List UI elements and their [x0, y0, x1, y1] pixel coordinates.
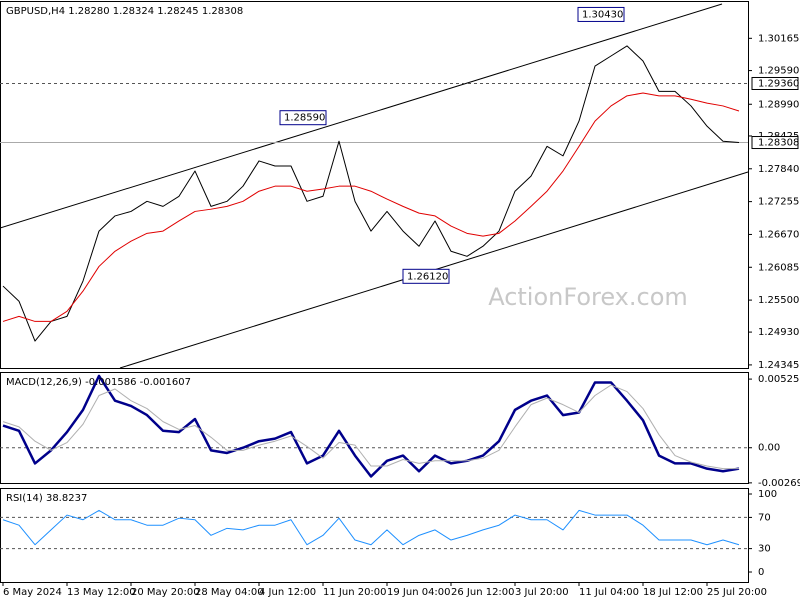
series-line: [2, 374, 740, 478]
y-tick-label: 1.24345: [758, 360, 799, 371]
x-tick-label: 18 Jul 12:00: [643, 587, 703, 598]
annotation: 1.26120: [407, 271, 448, 282]
x-tick-label: 4 Jun 12:00: [259, 587, 316, 598]
panel-frame: [0, 1, 749, 369]
level-label-box: [751, 76, 799, 90]
x-tick-label: 20 May 20:00: [131, 587, 200, 598]
y-tick-label: 1.25500: [758, 295, 799, 306]
x-tick-label: 13 May 12:00: [67, 587, 136, 598]
annotation-box: [279, 110, 327, 126]
panel-frame: [0, 372, 749, 484]
y-tick-label: 1.28990: [758, 99, 799, 110]
panel-title: MACD(12,26,9) -0.001586 -0.001607: [6, 377, 191, 388]
panel-title: RSI(14) 38.8237: [6, 493, 87, 504]
y-tick-label: 1.26670: [758, 229, 799, 240]
y-tick-label: -0.00269: [758, 478, 800, 489]
level-label: 1.29360: [758, 78, 799, 89]
y-tick-label: 30: [758, 544, 771, 555]
y-tick-label: 1.24930: [758, 327, 799, 338]
x-tick-label: 28 May 04:00: [195, 587, 264, 598]
x-tick-label: 3 Jul 20:00: [515, 587, 569, 598]
y-tick-label: 1.29590: [758, 66, 799, 77]
y-tick-label: 1.27840: [758, 164, 799, 175]
level-label: 1.28308: [758, 138, 799, 149]
y-tick-label: 1.26085: [758, 262, 799, 273]
series-line: [2, 92, 740, 322]
channel-upper: [0, 3, 723, 229]
x-tick-label: 19 Jun 04:00: [387, 587, 451, 598]
watermark: ActionForex.com: [488, 283, 688, 311]
x-tick-label: 26 Jun 12:00: [451, 587, 515, 598]
series-line: [2, 509, 740, 546]
y-tick-label: 0.005257: [758, 374, 800, 385]
y-tick-label: 0: [758, 567, 764, 578]
y-tick-label: 70: [758, 512, 771, 523]
x-tick-label: 11 Jun 20:00: [323, 587, 387, 598]
annotation-box: [402, 268, 450, 284]
x-tick-label: 6 May 2024: [3, 587, 62, 598]
y-tick-label: 100: [758, 489, 777, 500]
annotation: 1.28590: [284, 113, 325, 124]
level-label-box: [751, 136, 799, 150]
series-line: [2, 384, 739, 470]
y-tick-label: 0.00: [758, 443, 780, 454]
x-tick-label: 25 Jul 20:00: [707, 587, 767, 598]
panel-title: GBPUSD,H4 1.28280 1.28324 1.28245 1.2830…: [6, 6, 243, 17]
annotation: 1.30430: [582, 9, 623, 20]
x-tick-label: 11 Jul 04:00: [579, 587, 639, 598]
panel-frame: [0, 488, 749, 583]
series-line: [2, 45, 740, 342]
y-tick-label: 1.27255: [758, 197, 799, 208]
y-tick-label: 1.30165: [758, 33, 799, 44]
annotation-box: [577, 6, 625, 22]
